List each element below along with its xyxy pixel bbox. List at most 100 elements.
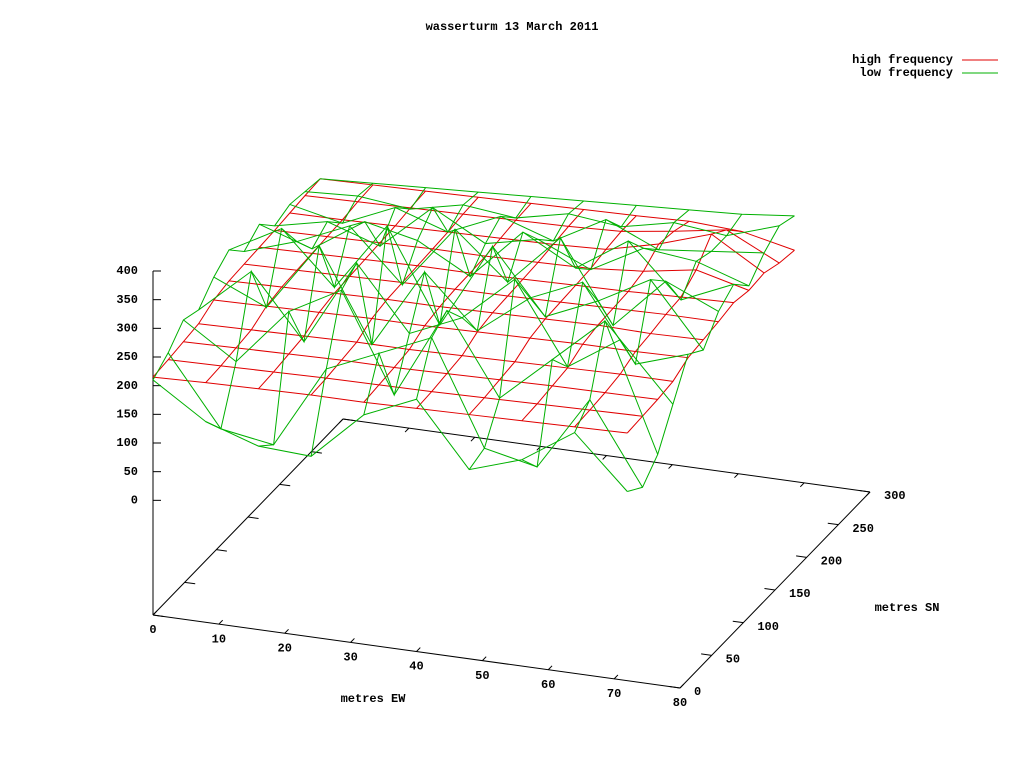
mesh-column	[468, 205, 637, 470]
mesh-row	[228, 280, 704, 341]
z-tick-label: 250	[116, 350, 138, 364]
mesh-column	[258, 187, 427, 447]
mesh-column	[152, 178, 321, 381]
mesh-row	[198, 323, 673, 382]
z-tick-label: 350	[116, 293, 138, 307]
y-tick-label: 100	[757, 620, 779, 634]
mesh-row	[152, 376, 628, 434]
y-tick	[764, 588, 776, 591]
mesh-row	[168, 359, 643, 417]
mesh-row	[259, 221, 734, 301]
y-tick	[732, 620, 744, 624]
x-tick	[338, 418, 344, 424]
mesh-row	[304, 191, 780, 237]
x-tick	[613, 674, 619, 680]
mesh-row	[274, 229, 750, 291]
y-tick-label: 250	[852, 522, 874, 536]
mesh-column	[205, 184, 374, 383]
x-tick-label: 30	[343, 651, 357, 665]
legend-label: high frequency	[852, 53, 953, 67]
z-tick-label: 100	[116, 436, 138, 450]
x-tick-label: 20	[278, 641, 292, 655]
z-tick-label: 50	[124, 465, 138, 479]
z-tick-label: 200	[116, 379, 138, 393]
legend-label: low frequency	[859, 66, 953, 80]
mesh-row	[320, 178, 795, 217]
y-tick	[859, 490, 871, 493]
x-tick	[799, 482, 805, 488]
y-tick	[796, 555, 807, 558]
x-tick	[865, 491, 871, 497]
y-axis-label: metres SN	[875, 601, 940, 615]
x-tick	[734, 473, 739, 479]
mesh-column	[310, 191, 479, 457]
mesh-row	[183, 289, 659, 455]
x-tick	[547, 665, 553, 671]
x-tick-label: 0	[149, 623, 156, 637]
mesh-column	[574, 229, 742, 428]
y-tick-label: 150	[789, 587, 811, 601]
mesh-row	[213, 244, 689, 365]
mesh-column	[521, 220, 690, 422]
mesh-row	[320, 178, 795, 251]
mesh-column	[310, 196, 479, 396]
mesh-row	[244, 225, 719, 327]
mesh-row	[167, 337, 643, 488]
mesh-row	[183, 341, 658, 400]
x-tick	[218, 619, 224, 625]
y-tick	[669, 686, 681, 689]
x-tick	[602, 455, 607, 460]
mesh-column	[205, 182, 374, 430]
x-tick	[404, 427, 410, 433]
x-tick	[668, 464, 673, 469]
mesh-column	[626, 249, 795, 434]
x-tick	[679, 683, 685, 689]
mesh-column	[416, 200, 585, 400]
x-tick	[470, 436, 476, 442]
x-tick-label: 40	[409, 660, 423, 674]
mesh-column	[574, 213, 743, 433]
mesh-column	[627, 215, 795, 492]
x-tick-label: 50	[475, 669, 489, 683]
x-tick	[482, 656, 487, 661]
x-tick	[284, 628, 289, 634]
x-tick	[350, 638, 355, 643]
y-tick	[701, 653, 712, 656]
y-tick	[184, 581, 196, 585]
mesh-column	[521, 209, 690, 468]
z-tick-label: 0	[131, 494, 138, 508]
mesh-row	[244, 263, 719, 323]
y-tick	[827, 522, 839, 526]
x-tick-label: 60	[541, 678, 555, 692]
y-tick	[342, 418, 354, 421]
y-tick-label: 0	[694, 685, 701, 699]
z-tick-label: 300	[116, 322, 138, 336]
mesh-row	[152, 379, 628, 492]
mesh-column	[468, 215, 637, 415]
y-tick	[247, 516, 259, 519]
x-tick-label: 10	[212, 632, 226, 646]
y-tick	[152, 614, 164, 617]
y-tick	[279, 483, 291, 487]
x-axis-label: metres EW	[341, 692, 407, 706]
x-tick	[152, 610, 158, 616]
chart-title: wasserturm 13 March 2011	[426, 20, 599, 34]
y-tick-label: 300	[884, 489, 906, 503]
x-tick-label: 80	[673, 696, 687, 710]
y-tick-label: 200	[821, 555, 843, 569]
x-tick-label: 70	[607, 687, 621, 701]
y-tick	[216, 549, 227, 552]
z-tick-label: 400	[116, 264, 138, 278]
mesh-row	[198, 262, 674, 405]
mesh-row	[213, 299, 689, 359]
mesh-row	[289, 203, 765, 254]
mesh-row	[259, 246, 734, 304]
mesh-row	[274, 206, 750, 287]
z-tick-label: 150	[116, 408, 138, 422]
mesh-column	[152, 178, 321, 378]
y-tick-label: 50	[726, 653, 740, 667]
mesh-column	[363, 196, 532, 415]
mesh-row	[304, 195, 780, 264]
x-tick	[416, 647, 421, 652]
